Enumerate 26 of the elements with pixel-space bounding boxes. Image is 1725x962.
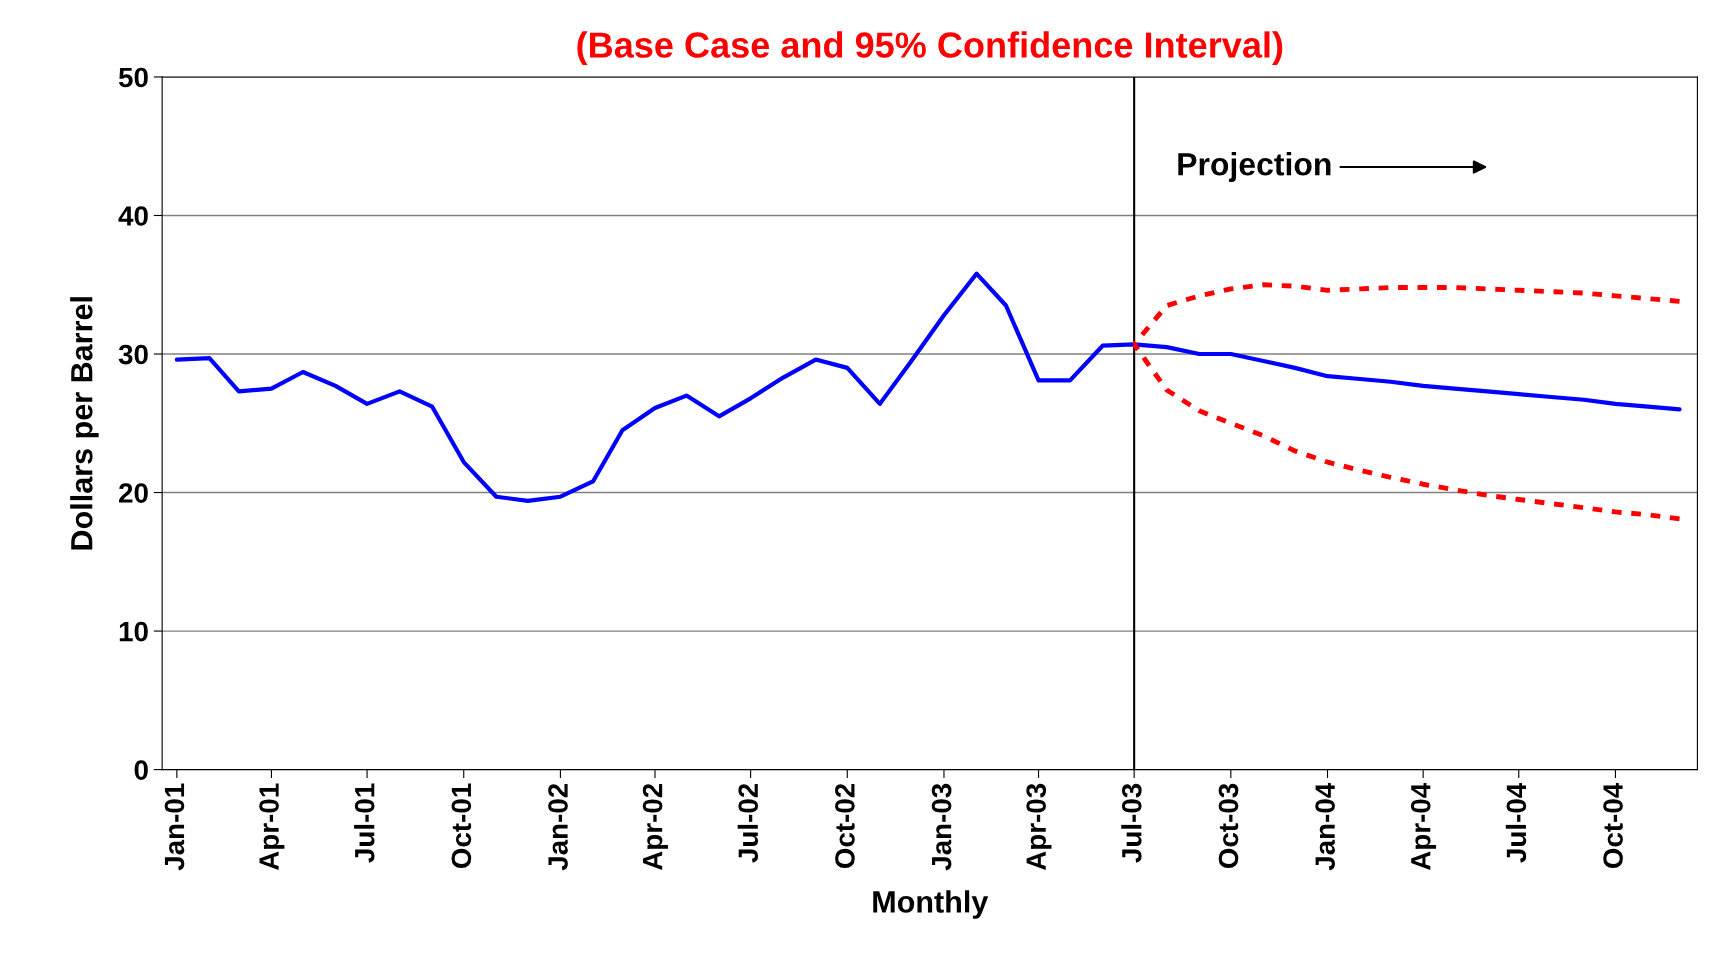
x-tick-label: Oct-04	[1603, 782, 1623, 869]
x-tick-label: Jan-04	[1315, 782, 1335, 871]
x-tick-label: Jan-01	[164, 783, 185, 871]
y-tick-label: 50	[118, 67, 148, 88]
x-tick-label: Apr-01	[259, 783, 285, 871]
x-tick-label: Jan-02	[548, 783, 568, 871]
y-tick-label: 10	[119, 621, 148, 642]
x-tick-label: Oct-02	[835, 783, 855, 869]
x-tick-label: Apr-04	[1410, 782, 1437, 871]
x-tick-label: Oct-03	[1218, 783, 1239, 869]
y-tick-label: 0	[134, 760, 148, 780]
x-tick-label: Apr-02	[642, 783, 668, 871]
x-tick-label: Jul-03	[1121, 783, 1142, 863]
x-tick-label: Oct-01	[451, 783, 472, 869]
x-tick-label: Jul-02	[737, 783, 759, 863]
x-tick-label: Jan-03	[931, 783, 952, 871]
y-axis-title: Dollars per Barrel	[70, 297, 99, 550]
y-tick-label: 20	[119, 483, 148, 503]
y-tick-label: 40	[118, 206, 148, 226]
x-tick-label: Apr-03	[1026, 783, 1052, 871]
chart-title: (Base Case and 95% Confidence Interval)	[577, 31, 1283, 66]
ref-line-label: Projection	[1178, 152, 1331, 182]
x-tick-label: Jul-01	[354, 783, 375, 863]
x-axis-title: Monthly	[873, 890, 989, 919]
x-tick-label: Jul-04	[1505, 782, 1527, 863]
y-tick-label: 30	[118, 344, 148, 365]
